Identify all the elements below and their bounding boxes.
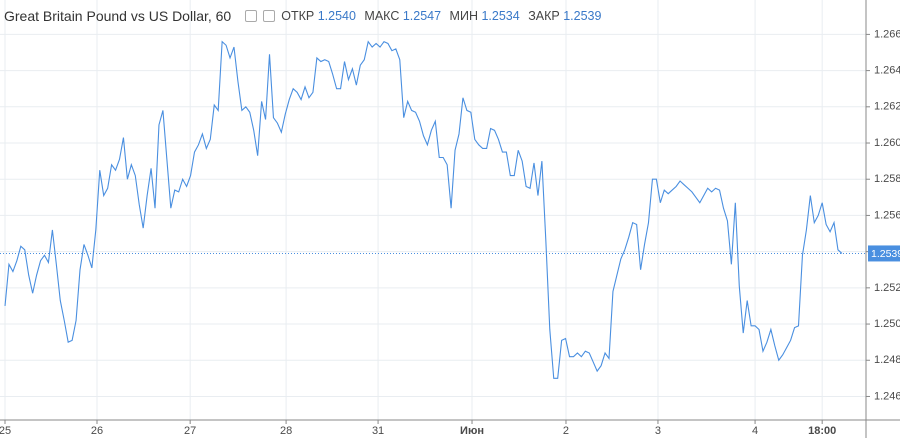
symbol-title: Great Britain Pound vs US Dollar, 60	[4, 8, 232, 24]
y-tick-label: 1.2480	[874, 354, 900, 366]
y-tick-label: 1.2600	[874, 137, 900, 149]
x-tick-label: 2	[563, 425, 569, 437]
last-price-label: 1.2539	[871, 248, 900, 260]
ohlc: ОТКР 1.2540 МАКС 1.2547 МИН 1.2534 ЗАКР …	[281, 9, 606, 23]
y-tick-label: 1.2640	[874, 65, 900, 77]
last-price-badge	[868, 245, 900, 262]
icon[interactable]	[263, 10, 276, 22]
y-tick-label: 1.2520	[874, 282, 900, 294]
ohlc-value: 1.2547	[402, 9, 442, 23]
x-tick-label: 18:00	[808, 425, 836, 437]
ohlc-value: 1.2534	[481, 9, 520, 23]
x-tick-label: 4	[752, 425, 758, 437]
x-tick-label: Июн	[460, 425, 484, 437]
ohlc-value: 1.2540	[317, 9, 356, 23]
icon[interactable]	[245, 10, 258, 22]
x-tick-label: 25	[0, 425, 11, 437]
x-tick-label: 28	[280, 425, 292, 437]
x-tick-label: 31	[372, 425, 384, 437]
ohlc-value: 1.2539	[563, 9, 602, 23]
y-tick-label: 1.2460	[874, 390, 900, 402]
y-tick-label: 1.2560	[874, 209, 900, 221]
y-tick-label: 1.2620	[874, 101, 900, 113]
price-line	[4, 40, 843, 379]
ohlc-key: ЗАКР	[528, 9, 560, 23]
x-tick-label: 26	[91, 425, 103, 437]
ohlc-key: ОТКР	[281, 9, 315, 23]
ohlc-key: МАКС	[364, 9, 400, 23]
y-tick-label: 1.2660	[874, 28, 900, 40]
x-tick-label: 3	[655, 425, 661, 437]
y-tick-label: 1.2500	[874, 318, 900, 330]
header: Great Britain Pound vs US Dollar, 60 ОТК…	[4, 8, 606, 24]
ohlc-key: МИН	[449, 9, 478, 23]
x-tick-label: 27	[184, 425, 196, 437]
y-tick-label: 1.2580	[874, 173, 900, 185]
